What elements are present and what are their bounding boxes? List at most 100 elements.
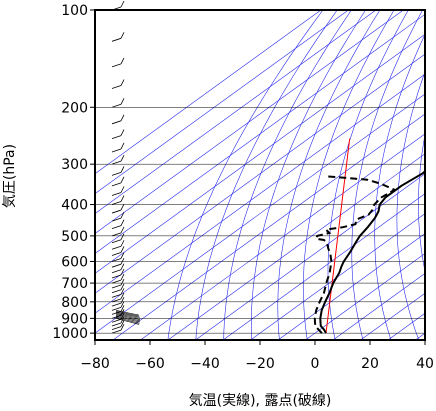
x-tick-label: 0 [311, 356, 320, 372]
wind-barb [120, 273, 125, 281]
wind-barb [111, 182, 122, 187]
wind-barb [111, 306, 122, 311]
wind-barb [111, 85, 122, 89]
wind-barb [111, 103, 122, 108]
x-tick-label: −60 [135, 356, 165, 372]
wind-barb [120, 79, 125, 86]
wind-barb [111, 217, 122, 222]
dry-adiabat-line [351, 10, 423, 340]
wind-barb [120, 320, 125, 327]
wind-barb [120, 263, 125, 270]
isotherm-line [140, 133, 425, 340]
y-tick-label: 200 [61, 100, 88, 116]
wind-barb [120, 211, 125, 219]
dry-adiabat-line [167, 10, 324, 340]
wind-barb [120, 278, 125, 286]
dry-adiabat-line [277, 10, 381, 340]
grid-layer [95, 10, 425, 340]
wind-barb [111, 232, 122, 237]
wind-barb [111, 37, 122, 42]
wind-barb [111, 245, 122, 250]
wind-barb [120, 32, 125, 39]
wind-barb [115, 316, 140, 323]
isotherm-line [95, 10, 322, 175]
wind-barb [115, 312, 140, 318]
wind-barb [111, 201, 122, 205]
wind-barb [120, 305, 125, 312]
wind-barb [120, 57, 125, 65]
wind-barb-layer [111, 0, 141, 334]
x-tick-label: −40 [190, 356, 220, 372]
wind-barb [111, 225, 122, 230]
x-axis-ticks: −80 −60 −40 −20 0 20 40 [80, 340, 434, 372]
reference-curve-line [325, 138, 351, 334]
y-tick-label: 600 [61, 255, 88, 271]
isotherm-line [95, 73, 425, 314]
wind-barb [111, 252, 122, 256]
isotherm-line [167, 153, 425, 340]
wind-barb [120, 283, 125, 290]
wind-barb [120, 186, 125, 193]
dry-adiabat-line [396, 70, 425, 340]
wind-barb [120, 323, 125, 331]
wind-barb [115, 314, 141, 320]
y-tick-label: 300 [61, 157, 88, 173]
isotherm-line [95, 33, 425, 274]
wind-barb [111, 318, 122, 323]
wind-barb [120, 246, 125, 253]
wind-barb [120, 301, 125, 308]
x-tick-label: 40 [416, 356, 434, 372]
dry-adiabat-line [418, 132, 425, 273]
isotherm-line [95, 10, 404, 234]
wind-barb [111, 302, 122, 307]
wind-barb [120, 252, 125, 259]
isotherm-line [222, 193, 425, 340]
wind-barb [120, 166, 125, 173]
isotherm-line [95, 10, 349, 195]
y-axis-title: 気圧(hPa) [2, 144, 18, 208]
wind-barb [120, 114, 125, 121]
isobar-layer [95, 10, 425, 334]
wind-barb [111, 172, 122, 176]
wind-barb [111, 298, 122, 303]
wind-barb [111, 269, 122, 274]
wind-barb [120, 155, 125, 162]
wind-barb [111, 209, 122, 214]
x-tick-label: −80 [80, 356, 110, 372]
wind-barb [111, 274, 122, 279]
y-tick-label: 800 [61, 295, 88, 311]
wind-barb [111, 258, 122, 262]
wind-barb [120, 176, 125, 183]
wind-barb [120, 98, 125, 105]
wind-barb [111, 239, 122, 244]
wind-barb [111, 263, 122, 268]
x-tick-label: −20 [245, 356, 275, 372]
dry-adiabat-line [374, 33, 425, 340]
wind-barb [120, 296, 125, 304]
dry-adiabat-line [251, 10, 366, 340]
isotherm-line [195, 173, 425, 340]
wind-barb [120, 240, 125, 247]
temperature-line [319, 169, 425, 334]
y-tick-label: 500 [61, 229, 88, 245]
wind-barb [120, 142, 125, 150]
wind-barb [111, 148, 122, 153]
wind-barb [111, 192, 122, 196]
wind-barb [120, 129, 125, 136]
wind-barb [120, 268, 125, 276]
wind-barb [111, 329, 122, 334]
wind-barb [120, 226, 125, 234]
y-tick-label: 100 [61, 3, 88, 19]
wind-barb [115, 311, 140, 317]
isotherm-line [305, 253, 425, 340]
x-tick-label: 20 [361, 356, 379, 372]
y-tick-label: 900 [61, 311, 88, 327]
wind-barb [120, 203, 125, 211]
dewpoint-line [313, 175, 397, 334]
wind-barb [111, 289, 122, 294]
wind-barb [120, 258, 125, 265]
dry-adiabat-line [223, 10, 352, 340]
series-layer [313, 138, 425, 334]
y-tick-label: 700 [61, 276, 88, 292]
